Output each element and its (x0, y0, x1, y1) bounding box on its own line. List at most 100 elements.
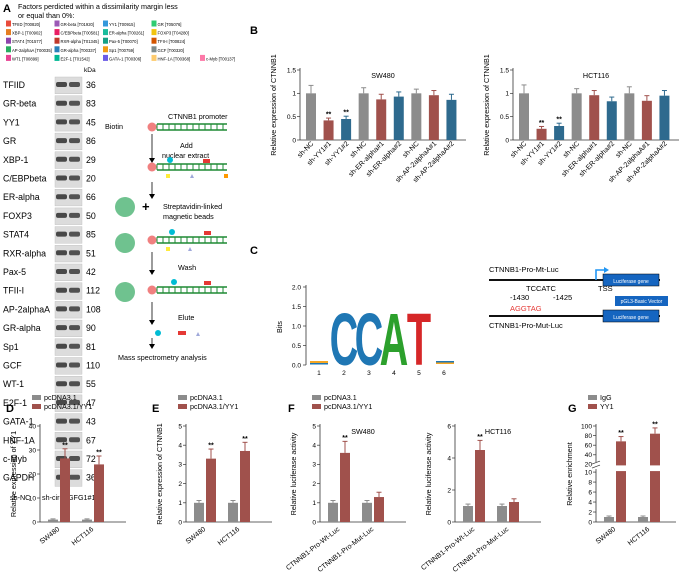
logo-position-label: 3 (367, 370, 371, 377)
workflow-arrowhead (149, 270, 155, 275)
protein-blob (166, 247, 170, 251)
legend-swatch (178, 395, 187, 400)
y-tick-label: 10 (585, 469, 593, 476)
blot-kda-value: 42 (86, 267, 96, 277)
significance-label: ** (242, 436, 248, 443)
blot-protein-label: RXR-alpha (3, 248, 46, 258)
logo-letter: T (407, 298, 431, 382)
blot-band (69, 343, 80, 349)
blot-kda-value: 47 (86, 398, 96, 408)
category-label: CTNNB1-Pro-Mut-Luc (317, 526, 376, 574)
protein-blob (224, 174, 228, 178)
y-tick-label: 0 (505, 137, 509, 144)
factor-swatch (6, 29, 11, 36)
factor-label: GR-beta [T01920] (61, 22, 95, 27)
logo-small-letter (436, 361, 454, 363)
bar (624, 93, 635, 140)
panel-letter-e: E (152, 403, 159, 415)
blot-kda-value: 67 (86, 435, 96, 445)
protein-blob (204, 231, 211, 235)
significance-label: ** (652, 421, 658, 428)
blot-row-frame (54, 301, 83, 319)
factor-swatch (6, 20, 11, 27)
blot-band (56, 156, 67, 162)
blot-row-frame (54, 226, 83, 244)
logo-position-label: 1 (317, 370, 321, 377)
factor-swatch (6, 37, 11, 44)
blot-band (69, 82, 80, 87)
construct-mut-label: CTNNB1-Pro-Mut-Luc (489, 321, 563, 330)
factor-label: GATA-1 [T00306] (109, 56, 141, 61)
blot-band (56, 100, 67, 106)
factor-swatch (54, 37, 60, 44)
bar (48, 519, 58, 522)
blot-kda-value: 108 (86, 304, 101, 314)
logo-y-tick-label: 0.5 (292, 343, 301, 350)
logo-y-tick-label: 0.0 (292, 362, 301, 369)
blot-band (69, 231, 80, 237)
blot-kda-value: 86 (86, 136, 96, 146)
logo-small-letter (310, 361, 328, 363)
legend-label: pcDNA3.1/YY1 (324, 402, 372, 411)
protein-blob (190, 174, 194, 178)
blot-band (56, 82, 67, 87)
factor-swatch (151, 46, 157, 53)
blot-band (69, 287, 80, 293)
factor-swatch (151, 54, 157, 61)
factor-swatch (151, 29, 157, 36)
y-axis-label: Relative enrichment (565, 442, 574, 506)
panel-letter-a: A (3, 3, 11, 15)
blot-band (56, 287, 67, 293)
blot-kda-value: 55 (86, 379, 96, 389)
factor-label: GR-alpha [T00337] (61, 48, 97, 53)
blot-band (56, 250, 67, 256)
y-tick-label: 3 (312, 462, 316, 469)
panel-letter-g: G (568, 403, 577, 415)
factor-swatch (54, 29, 60, 36)
bar (411, 93, 422, 140)
y-tick-label: 6 (447, 423, 451, 430)
logo-small-letter (436, 362, 454, 364)
y-tick-label: 1.5 (500, 67, 509, 74)
construct-wt-label: CTNNB1-Pro-Mt-Luc (489, 265, 559, 274)
legend-label: pcDNA3.1/YY1 (44, 402, 92, 411)
axis-break-mark (591, 460, 601, 465)
blot-protein-label: E2F-1 (3, 398, 27, 408)
blot-protein-label: HNF-1A (3, 435, 35, 445)
step-wash-label: Wash (178, 263, 196, 272)
blot-band (69, 456, 80, 461)
factor-swatch (54, 46, 60, 53)
factor-swatch (103, 37, 108, 44)
biotin-label: Biotin (105, 122, 123, 131)
step-beads-label: magnetic beads (163, 212, 214, 221)
y-tick-label: 100 (581, 423, 592, 430)
bar (446, 99, 457, 140)
factor-swatch (151, 37, 157, 44)
protein-blob (166, 174, 170, 178)
significance-label: ** (208, 443, 214, 450)
y-axis-label: Relative expression of CTNNB1 (155, 423, 164, 524)
y-tick-label: 4 (588, 499, 592, 506)
factor-label: XBP-1 [T00902] (12, 31, 42, 36)
blot-kda-value: 83 (86, 99, 96, 109)
blot-row-frame (54, 413, 83, 431)
legend-swatch (312, 395, 321, 400)
bar (475, 450, 485, 522)
blot-kda-value: 112 (86, 286, 100, 296)
blot-band (69, 175, 80, 181)
vector-box (615, 296, 668, 306)
chart-F2: 0 2 4 6 Relative luciferase activity HCT116 CT… (420, 423, 541, 574)
bar (362, 502, 372, 522)
blot-kda-value: 66 (86, 192, 96, 202)
factor-label: ER-alpha [T00261] (109, 31, 144, 36)
blot-kda-value: 36 (86, 80, 96, 90)
panel-letter-b: B (250, 25, 258, 37)
chart-B1: 0 0.5 1 1.5 Relative expression of CTNNB1 SW4… (269, 54, 466, 184)
blot-row-frame (54, 114, 83, 132)
blot-protein-label: C/EBPbeta (3, 174, 47, 184)
blot-kda-value: 81 (86, 342, 96, 352)
blot-row-frame (54, 338, 83, 356)
mut-sequence: AGGTAG (510, 304, 542, 313)
y-axis-label: Relative luciferase activity (424, 432, 433, 515)
y-tick-label: 0.5 (500, 114, 509, 121)
